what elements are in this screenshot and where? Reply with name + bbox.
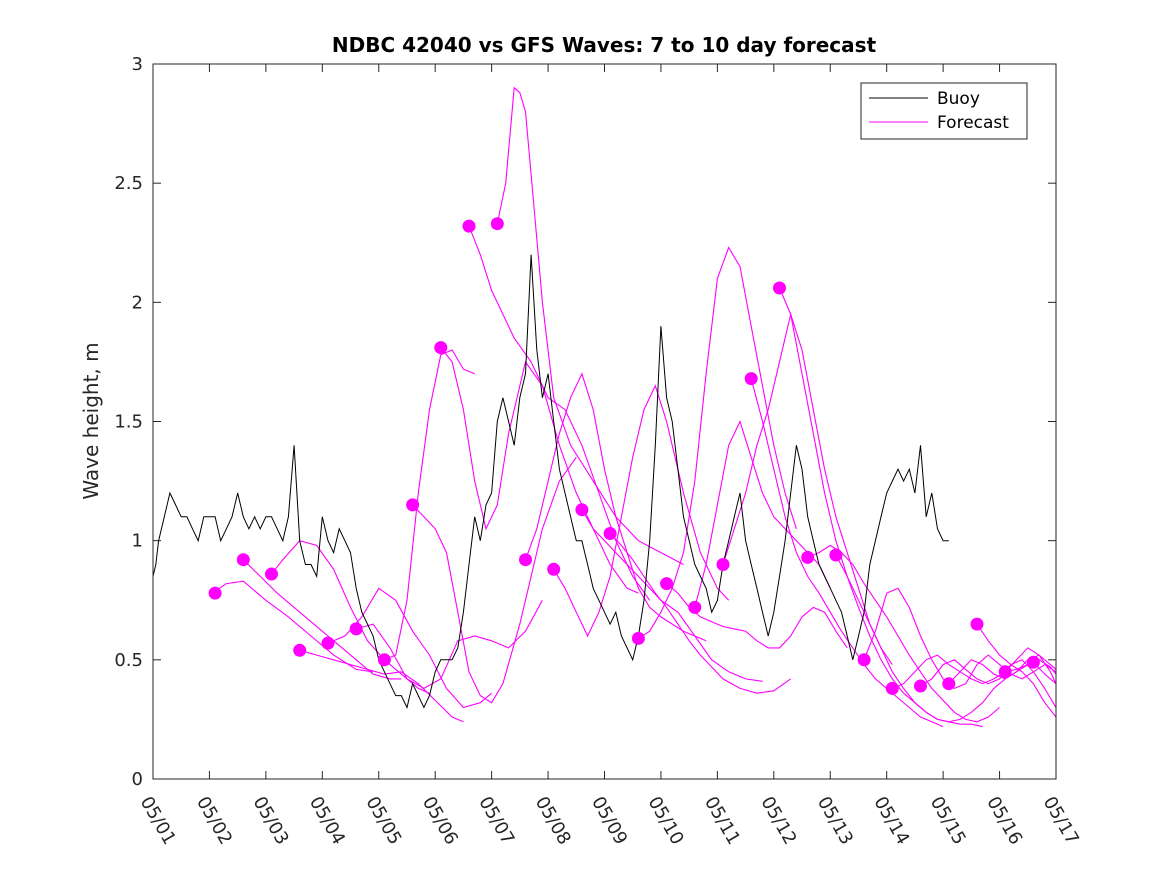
- forecast-start-marker-14: [575, 503, 589, 517]
- legend: Buoy Forecast: [860, 82, 1028, 140]
- y-tick-label-6: 3: [132, 54, 143, 75]
- forecast-start-marker-20: [744, 372, 758, 386]
- forecast-line-15: [609, 533, 792, 694]
- forecast-line-27: [948, 654, 1056, 685]
- y-tick-label-3: 1.5: [114, 412, 143, 433]
- forecast-start-marker-15: [603, 527, 617, 540]
- forecast-start-marker-29: [998, 665, 1012, 679]
- forecast-line-26: [920, 659, 1056, 708]
- legend-forecast-label: Forecast: [937, 113, 1009, 133]
- forecast-start-marker-7: [377, 653, 391, 667]
- forecast-line-12: [524, 372, 707, 642]
- forecast-start-marker-30: [1026, 655, 1040, 669]
- forecast-line-25: [892, 647, 1056, 689]
- forecast-line-16: [638, 246, 797, 639]
- forecast-start-marker-23: [829, 548, 843, 562]
- forecast-line-9: [440, 347, 639, 594]
- forecast-start-marker-24: [857, 653, 871, 667]
- y-axis-label: Wave height, m: [79, 342, 103, 499]
- forecast-line-4: [299, 649, 464, 723]
- forecast-start-marker-5: [321, 636, 335, 650]
- forecast-start-marker-13: [547, 562, 561, 576]
- forecast-start-marker-27: [942, 677, 956, 691]
- forecast-start-marker-19: [716, 558, 730, 571]
- y-tick-label-0: 0: [132, 769, 143, 790]
- forecast-start-marker-12: [519, 553, 532, 567]
- plot-area: [153, 86, 1056, 728]
- y-tick-label-5: 2.5: [114, 173, 143, 194]
- forecast-start-marker-3: [265, 567, 278, 581]
- y-tick-label-2: 1: [132, 531, 143, 552]
- forecast-start-marker-4: [293, 643, 307, 657]
- forecast-start-marker-22: [801, 550, 815, 564]
- forecast-markers: [208, 217, 1040, 695]
- forecast-line-24: [863, 587, 1056, 690]
- forecast-start-marker-1: [208, 586, 222, 600]
- forecast-start-marker-10: [462, 219, 476, 233]
- chart-title: NDBC 42040 vs GFS Waves: 7 to 10 day for…: [332, 33, 877, 57]
- forecast-start-marker-21: [773, 281, 786, 295]
- forecast-line-17: [666, 583, 848, 649]
- forecast-line-14: [581, 509, 763, 682]
- forecast-lines: [211, 86, 1056, 728]
- forecast-start-marker-2: [236, 553, 250, 567]
- forecast-line-28: [976, 623, 1056, 718]
- forecast-line-7: [384, 349, 475, 661]
- forecast-start-marker-17: [660, 577, 674, 591]
- y-tick-label-1: 0.5: [114, 650, 143, 671]
- forecast-start-marker-8: [406, 498, 420, 512]
- forecast-line-13: [553, 384, 730, 638]
- forecast-line-8: [412, 456, 577, 704]
- y-tick-label-4: 2: [132, 292, 143, 313]
- forecast-start-marker-6: [349, 622, 363, 636]
- forecast-start-marker-9: [434, 341, 448, 355]
- forecast-line-10: [468, 225, 651, 601]
- forecast-line-11: [496, 86, 684, 565]
- forecast-line-20: [750, 378, 944, 728]
- legend-buoy-label: Buoy: [937, 89, 980, 109]
- forecast-line-2: [242, 559, 402, 680]
- legend-box: [860, 82, 1028, 140]
- forecast-line-23: [835, 554, 1029, 723]
- forecast-start-marker-11: [490, 217, 504, 231]
- forecast-start-marker-25: [885, 681, 899, 695]
- buoy-line-group: [153, 254, 949, 709]
- forecast-line-19: [722, 312, 893, 665]
- forecast-start-marker-18: [688, 600, 702, 614]
- forecast-start-marker-26: [914, 679, 927, 693]
- forecast-start-marker-28: [970, 617, 984, 631]
- forecast-start-marker-16: [631, 631, 645, 645]
- buoy-line: [153, 254, 949, 709]
